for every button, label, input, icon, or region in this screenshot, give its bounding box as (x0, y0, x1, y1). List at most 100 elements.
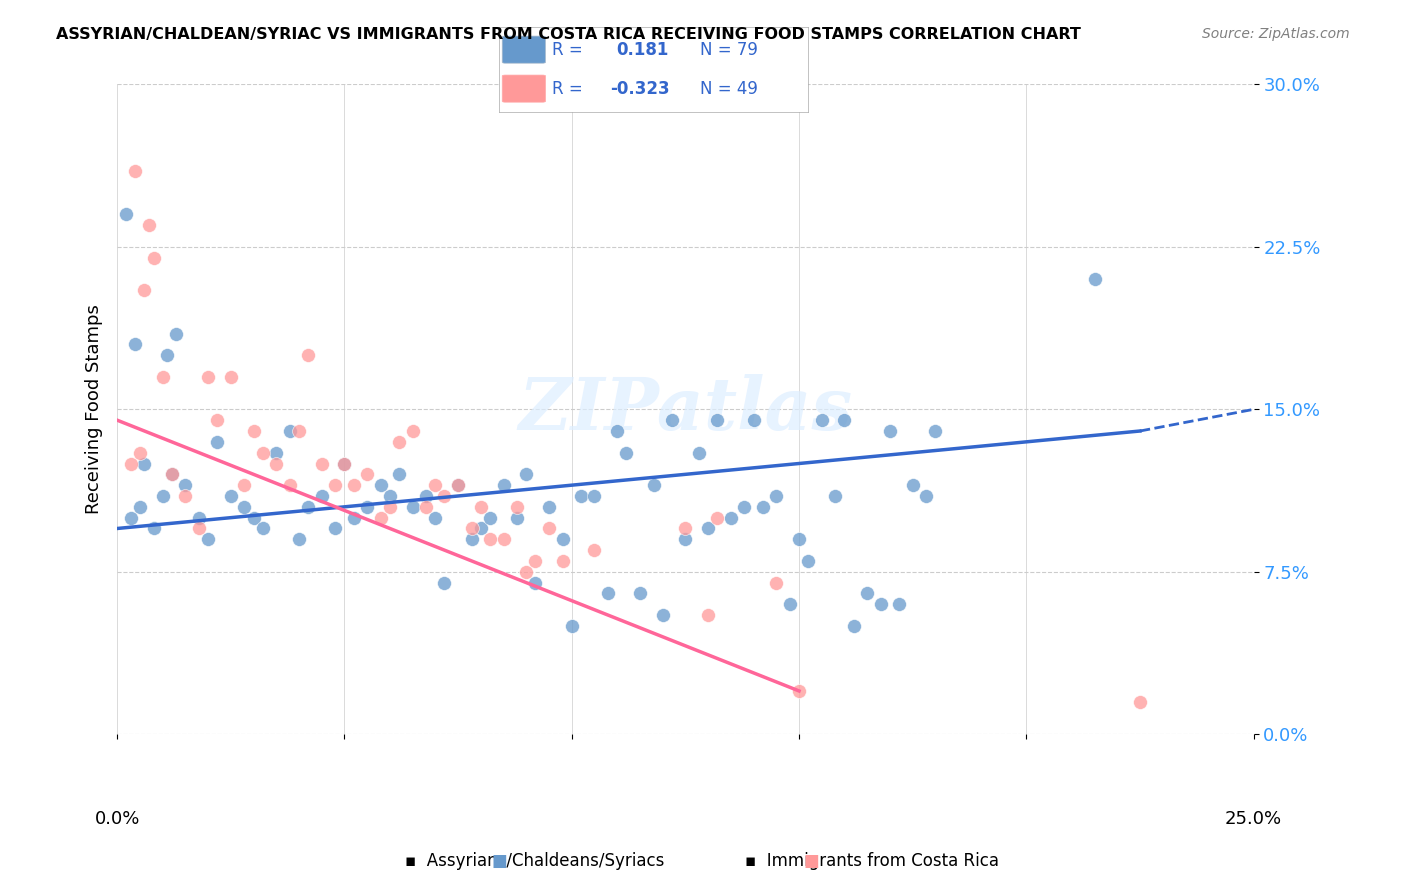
Point (415, 500, 437, 514)
Point (370, 510, 392, 524)
Point (478, 533, 501, 547)
Point (765, 489, 787, 503)
Point (297, 348, 319, 362)
Point (447, 478, 470, 492)
Point (492, 478, 515, 492)
Point (142, 521, 165, 535)
Point (901, 478, 924, 492)
Point (425, 510, 447, 524)
Point (515, 565, 537, 579)
Point (561, 619, 583, 633)
Text: ASSYRIAN/CHALDEAN/SYRIAC VS IMMIGRANTS FROM COSTA RICA RECEIVING FOOD STAMPS COR: ASSYRIAN/CHALDEAN/SYRIAC VS IMMIGRANTS F… (56, 27, 1081, 42)
Point (325, 521, 347, 535)
Point (810, 413, 832, 427)
Point (824, 489, 846, 503)
Point (492, 533, 515, 547)
Point (1083, 272, 1105, 286)
Point (197, 369, 219, 384)
Text: 0.0%: 0.0% (94, 810, 139, 828)
Point (288, 533, 311, 547)
Point (583, 543, 606, 558)
Point (388, 467, 411, 482)
Point (598, 586, 620, 600)
Point (734, 500, 756, 514)
Point (278, 424, 301, 438)
Point (415, 489, 437, 503)
Point (152, 489, 174, 503)
FancyBboxPatch shape (502, 36, 546, 63)
Text: 0.181: 0.181 (617, 41, 669, 59)
Point (252, 521, 274, 535)
Point (356, 467, 378, 482)
Point (842, 619, 865, 633)
Point (834, 413, 856, 427)
Point (524, 575, 547, 590)
Point (242, 510, 264, 524)
Point (378, 500, 401, 514)
Point (697, 608, 720, 623)
Point (378, 489, 401, 503)
Point (160, 467, 183, 482)
Point (924, 424, 946, 438)
Point (447, 478, 470, 492)
Point (124, 164, 146, 178)
Point (425, 478, 447, 492)
Point (278, 478, 301, 492)
Point (787, 533, 810, 547)
Point (156, 348, 179, 362)
Point (506, 510, 529, 524)
Point (433, 575, 456, 590)
Point (124, 337, 146, 351)
Point (787, 684, 810, 698)
Point (720, 510, 742, 524)
Point (138, 219, 160, 233)
Point (673, 521, 696, 535)
Point (628, 586, 651, 600)
Point (142, 251, 165, 265)
Point (370, 478, 392, 492)
Point (751, 500, 773, 514)
Point (515, 467, 537, 482)
Point (614, 445, 637, 459)
Point (356, 500, 378, 514)
Point (252, 445, 274, 459)
Point (115, 207, 138, 221)
Point (688, 445, 710, 459)
Point (870, 597, 893, 611)
Point (205, 434, 228, 449)
Point (197, 533, 219, 547)
Point (524, 554, 547, 568)
Point (765, 575, 787, 590)
Point (188, 510, 211, 524)
Point (643, 478, 665, 492)
Point (174, 478, 197, 492)
Text: R =: R = (551, 79, 582, 97)
Text: -0.323: -0.323 (610, 79, 671, 97)
Point (205, 413, 228, 427)
Point (333, 457, 356, 471)
Point (134, 457, 156, 471)
Point (661, 413, 683, 427)
Point (461, 521, 484, 535)
Point (697, 521, 720, 535)
Point (401, 424, 423, 438)
Point (461, 533, 484, 547)
Text: ZIPatlas: ZIPatlas (519, 374, 852, 445)
Point (333, 457, 356, 471)
Point (233, 500, 256, 514)
Text: N = 79: N = 79 (700, 41, 758, 59)
Point (242, 424, 264, 438)
Text: 25.0%: 25.0% (1225, 810, 1282, 828)
Point (129, 500, 152, 514)
Text: ▪  Assyrians/Chaldeans/Syriacs: ▪ Assyrians/Chaldeans/Syriacs (405, 852, 664, 870)
Point (551, 533, 574, 547)
Point (583, 489, 606, 503)
Point (160, 467, 183, 482)
Point (288, 424, 311, 438)
Point (1129, 695, 1152, 709)
Point (120, 510, 142, 524)
Point (551, 554, 574, 568)
Point (478, 510, 501, 524)
Point (797, 554, 820, 568)
Point (569, 489, 592, 503)
